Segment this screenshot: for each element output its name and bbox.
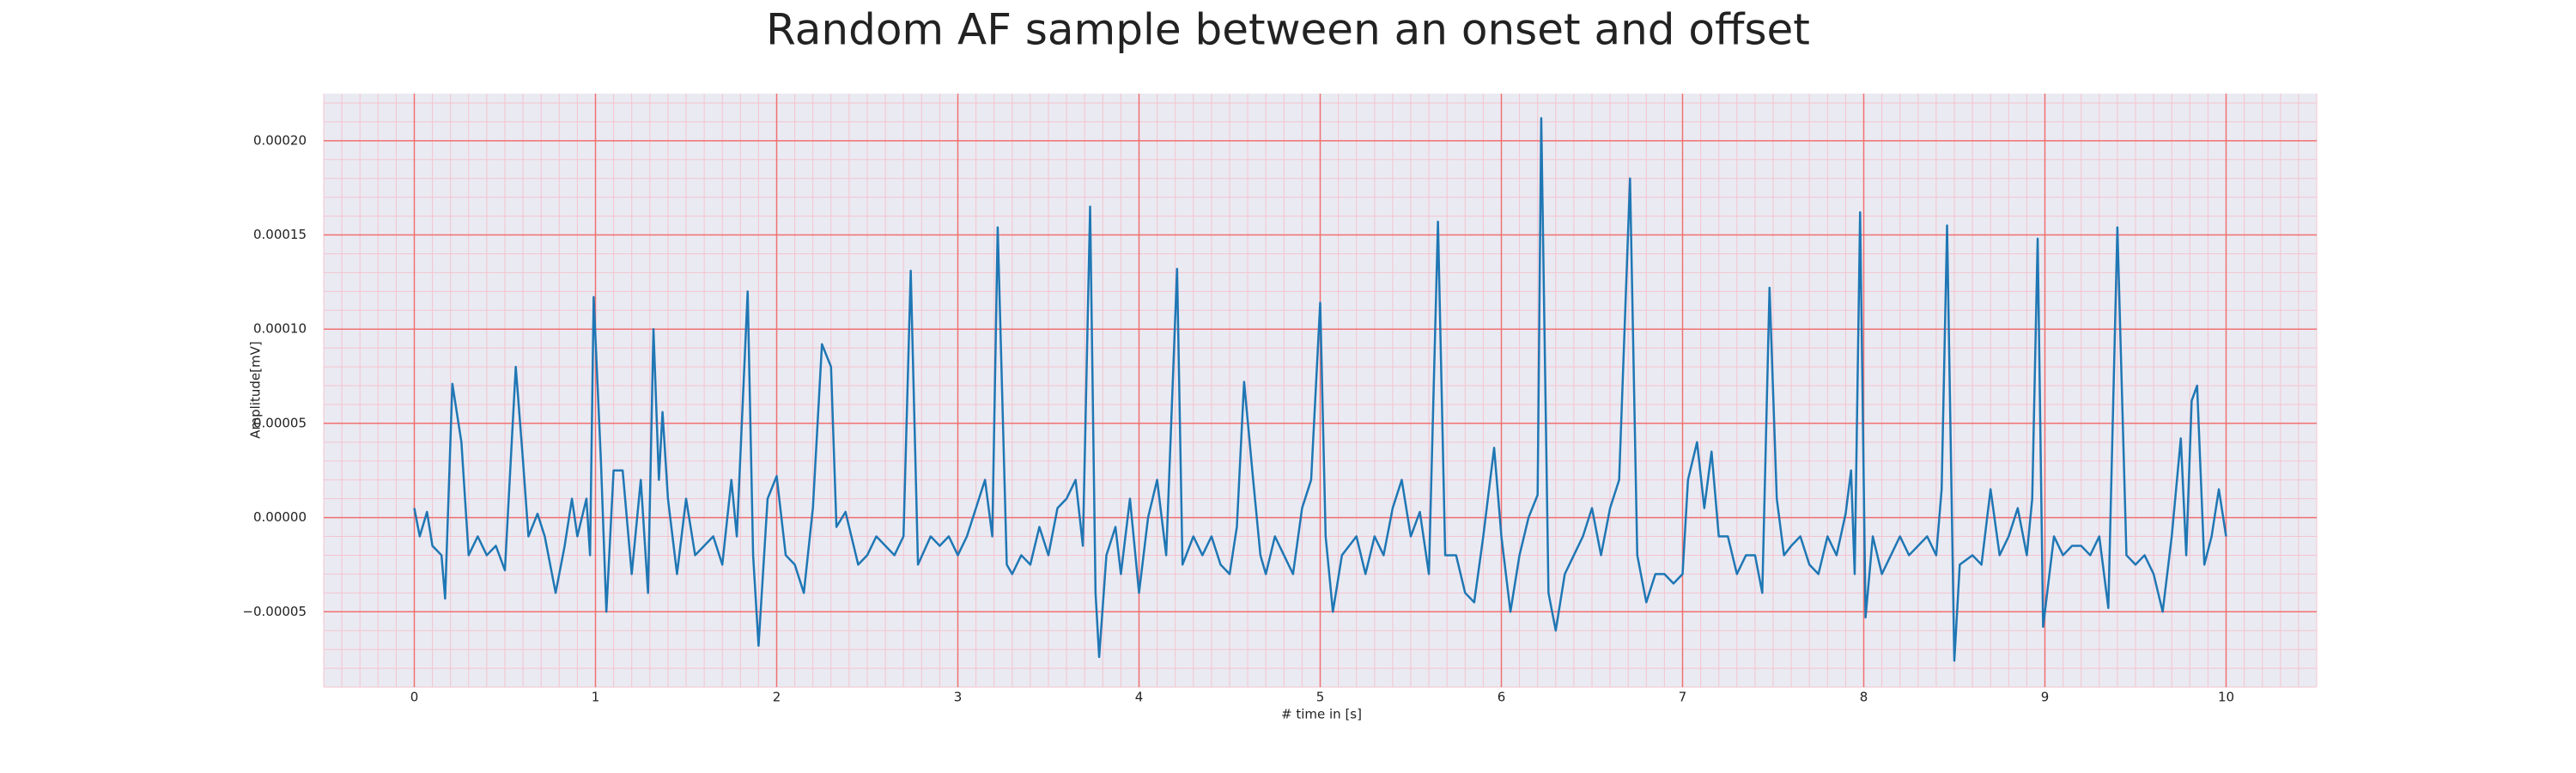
x-tick-label: 2 bbox=[773, 690, 781, 705]
y-tick-label: 0.00020 bbox=[253, 132, 307, 148]
x-tick-label: 6 bbox=[1498, 690, 1506, 705]
x-tick-label: 5 bbox=[1316, 690, 1325, 705]
x-tick-label: 4 bbox=[1135, 690, 1144, 705]
y-axis-label: Amplitude[mV] bbox=[248, 341, 264, 438]
x-tick-label: 7 bbox=[1679, 690, 1687, 705]
y-tick-label: 0.00005 bbox=[253, 415, 307, 430]
y-tick-label: 0.00010 bbox=[253, 321, 307, 337]
x-tick-label: 1 bbox=[592, 690, 600, 705]
chart-title: Random AF sample between an onset and of… bbox=[766, 5, 1810, 55]
signal-line bbox=[413, 117, 2227, 662]
x-tick-label: 9 bbox=[2041, 690, 2050, 705]
x-tick-label: 0 bbox=[410, 690, 419, 705]
y-tick-label: −0.00005 bbox=[242, 604, 307, 619]
grid bbox=[323, 94, 2318, 688]
y-tick-label: 0.00015 bbox=[253, 227, 307, 242]
x-tick-label: 3 bbox=[954, 690, 963, 705]
y-tick-label: 0.00000 bbox=[253, 509, 307, 525]
x-tick-label: 10 bbox=[2218, 690, 2234, 705]
x-tick-label: 8 bbox=[1860, 690, 1868, 705]
x-axis-label: # time in [s] bbox=[1281, 707, 1362, 722]
